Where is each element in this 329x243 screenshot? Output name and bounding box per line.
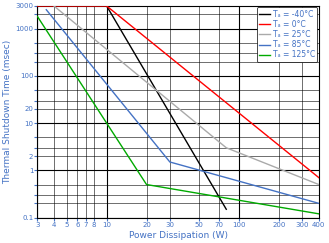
Tₐ = -40°C: [224, 208, 228, 211]
Tₐ = 85°C: [317, 202, 321, 205]
Line: Tₐ = -40°C: Tₐ = -40°C: [38, 6, 226, 209]
Line: Tₐ = 25°C: Tₐ = 25°C: [54, 6, 319, 184]
Tₐ = 25°C: [224, 146, 228, 149]
Tₐ = 0°C: [317, 176, 321, 179]
Line: Tₐ = 85°C: Tₐ = 85°C: [46, 10, 319, 203]
Tₐ = 25°C: [317, 183, 321, 186]
Legend: Tₐ = -40°C, Tₐ = 0°C, Tₐ = 25°C, Tₐ = 85°C, Tₐ = 125°C: Tₐ = -40°C, Tₐ = 0°C, Tₐ = 25°C, Tₐ = 85…: [257, 8, 317, 62]
Y-axis label: Thermal Shutdown Time (msec): Thermal Shutdown Time (msec): [4, 40, 13, 184]
Tₐ = 25°C: [52, 5, 56, 8]
Tₐ = 125°C: [36, 15, 39, 18]
Tₐ = 0°C: [36, 5, 39, 8]
Tₐ = 85°C: [44, 8, 48, 11]
Tₐ = -40°C: [105, 5, 109, 8]
Tₐ = -40°C: [36, 5, 39, 8]
Line: Tₐ = 125°C: Tₐ = 125°C: [38, 17, 319, 214]
Line: Tₐ = 0°C: Tₐ = 0°C: [38, 6, 319, 178]
Tₐ = 125°C: [317, 212, 321, 215]
Tₐ = 0°C: [105, 5, 109, 8]
Tₐ = 85°C: [168, 161, 172, 164]
X-axis label: Power Dissipation (W): Power Dissipation (W): [129, 231, 228, 240]
Tₐ = 125°C: [144, 183, 148, 186]
